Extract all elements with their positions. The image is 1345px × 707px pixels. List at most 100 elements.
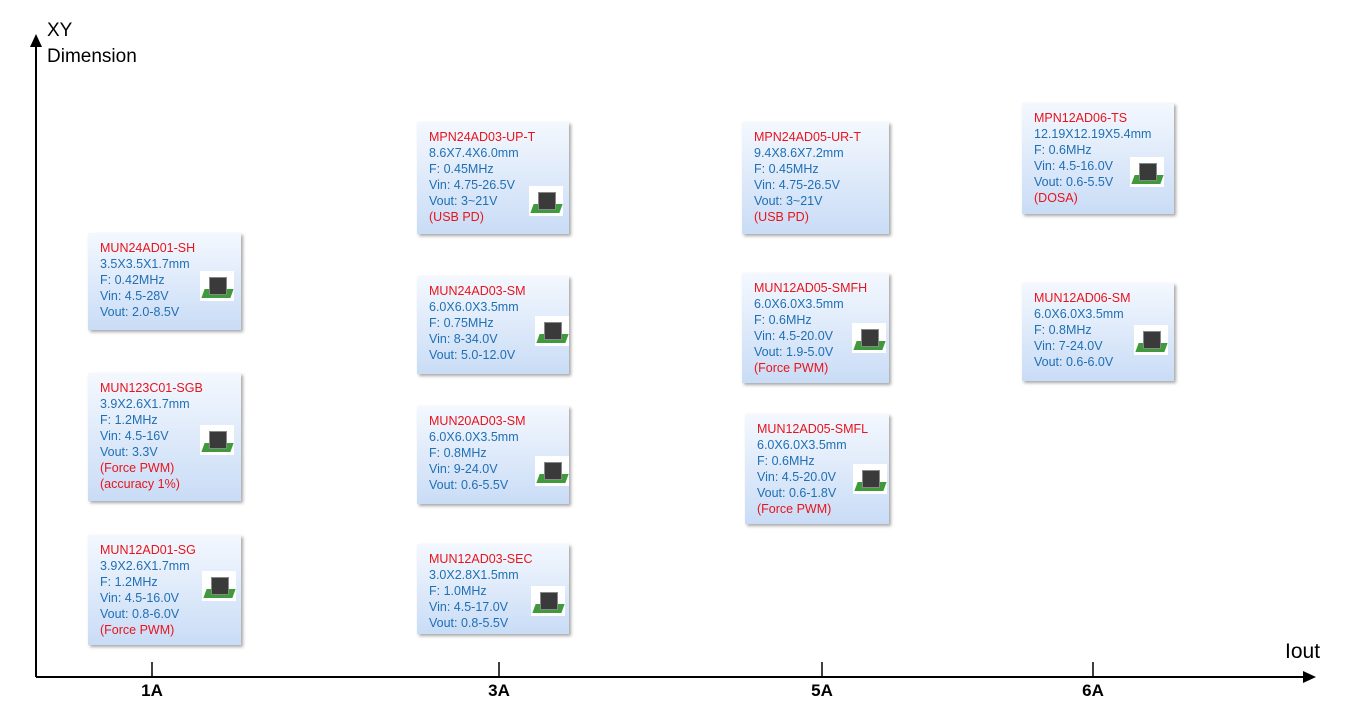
note-line: (Force PWM) bbox=[100, 461, 175, 475]
spec-line: F: 0.6MHz bbox=[1034, 143, 1092, 157]
note-line: (USB PD) bbox=[429, 210, 484, 224]
chip-body bbox=[538, 192, 556, 210]
product-card: MUN12AD03-SEC 3.0X2.8X1.5mm F: 1.0MHz Vin: … bbox=[417, 544, 569, 634]
chip-icon bbox=[531, 586, 565, 616]
product-name: MUN24AD03-SM bbox=[429, 284, 526, 298]
spec-line: Vin: 7-24.0V bbox=[1034, 339, 1103, 353]
chip-icon bbox=[1134, 325, 1168, 355]
product-name: MUN12AD06-SM bbox=[1034, 291, 1131, 305]
chip-icon bbox=[529, 186, 563, 216]
product-card: MUN12AD05-SMFH 6.0X6.0X3.5mm F: 0.6MHz Vin:… bbox=[742, 273, 889, 383]
spec-line: Vout: 1.9-5.0V bbox=[754, 345, 834, 359]
spec-line: 3.0X2.8X1.5mm bbox=[429, 568, 519, 582]
chip-icon bbox=[200, 271, 234, 301]
product-card: MUN20AD03-SM 6.0X6.0X3.5mm F: 0.8MHz Vin: 9… bbox=[417, 406, 569, 504]
spec-line: Vout: 2.0-8.5V bbox=[100, 305, 180, 319]
spec-line: Vout: 0.8-5.5V bbox=[429, 616, 509, 630]
chip-icon bbox=[852, 323, 886, 353]
spec-line: 3.9X2.6X1.7mm bbox=[100, 397, 190, 411]
spec-line: Vout: 3~21V bbox=[754, 194, 823, 208]
spec-line: 6.0X6.0X3.5mm bbox=[429, 430, 519, 444]
product-name: MUN12AD03-SEC bbox=[429, 552, 533, 566]
spec-line: Vin: 9-24.0V bbox=[429, 462, 498, 476]
x-tick-label: 3A bbox=[488, 681, 510, 700]
chip-body bbox=[209, 277, 227, 295]
spec-line: 6.0X6.0X3.5mm bbox=[1034, 307, 1124, 321]
spec-line: Vin: 4.5-20.0V bbox=[754, 329, 833, 343]
chip-icon bbox=[200, 425, 234, 455]
note-line: (USB PD) bbox=[754, 210, 809, 224]
spec-line: Vin: 4.5-16.0V bbox=[100, 591, 179, 605]
spec-line: 6.0X6.0X3.5mm bbox=[754, 297, 844, 311]
product-card: MPN24AD03-UP-T 8.6X7.4X6.0mm F: 0.45MHz Vin… bbox=[417, 122, 569, 234]
spec-line: F: 1.2MHz bbox=[100, 413, 158, 427]
product-name: MPN24AD03-UP-T bbox=[429, 130, 536, 144]
chip-body bbox=[1143, 331, 1161, 349]
spec-line: F: 0.45MHz bbox=[754, 162, 819, 176]
spec-line: Vout: 0.6-5.5V bbox=[1034, 175, 1114, 189]
spec-line: F: 0.6MHz bbox=[757, 454, 815, 468]
x-tick-label: 1A bbox=[141, 681, 163, 700]
spec-line: 6.0X6.0X3.5mm bbox=[757, 438, 847, 452]
product-name: MUN12AD05-SMFL bbox=[757, 422, 869, 436]
note-line: (Force PWM) bbox=[754, 361, 829, 375]
spec-line: 3.5X3.5X1.7mm bbox=[100, 257, 190, 271]
chip-body bbox=[211, 577, 229, 595]
spec-line: 12.19X12.19X5.4mm bbox=[1034, 127, 1152, 141]
x-tick-label: 6A bbox=[1082, 681, 1104, 700]
chip-icon bbox=[1130, 157, 1164, 187]
chip-icon bbox=[202, 571, 236, 601]
product-name: MUN123C01-SGB bbox=[100, 381, 203, 395]
note-line: (Force PWM) bbox=[100, 623, 175, 637]
spec-line: F: 0.8MHz bbox=[429, 446, 487, 460]
chip-icon bbox=[853, 464, 887, 494]
spec-line: Vin: 4.5-16V bbox=[100, 429, 169, 443]
product-card: MUN24AD01-SH 3.5X3.5X1.7mm F: 0.42MHz Vin: … bbox=[88, 233, 241, 330]
x-label: Iout bbox=[1285, 640, 1321, 663]
spec-line: Vin: 4.5-28V bbox=[100, 289, 169, 303]
product-name: MUN24AD01-SH bbox=[100, 241, 196, 255]
y-arrow bbox=[30, 34, 42, 47]
spec-line: Vin: 4.5-17.0V bbox=[429, 600, 508, 614]
x-arrow bbox=[1303, 671, 1316, 683]
spec-line: F: 0.6MHz bbox=[754, 313, 812, 327]
chip-body bbox=[861, 329, 879, 347]
product-card: MUN123C01-SGB 3.9X2.6X1.7mm F: 1.2MHz Vin: … bbox=[88, 373, 241, 501]
note-line: (accuracy 1%) bbox=[100, 477, 180, 491]
spec-line: 9.4X8.6X7.2mm bbox=[754, 146, 844, 160]
spec-line: 6.0X6.0X3.5mm bbox=[429, 300, 519, 314]
spec-line: Vout: 5.0-12.0V bbox=[429, 348, 516, 362]
spec-line: 3.9X2.6X1.7mm bbox=[100, 559, 190, 573]
chip-icon bbox=[535, 316, 569, 346]
spec-line: F: 0.42MHz bbox=[100, 273, 165, 287]
product-card: MUN24AD03-SM 6.0X6.0X3.5mm F: 0.75MHz Vin: … bbox=[417, 276, 569, 374]
product-name: MUN12AD05-SMFH bbox=[754, 281, 868, 295]
y-label: Dimension bbox=[47, 46, 137, 67]
y-label: XY bbox=[47, 20, 73, 41]
product-name: MPN12AD06-TS bbox=[1034, 111, 1128, 125]
x-tick-label: 5A bbox=[811, 681, 833, 700]
spec-line: Vout: 3~21V bbox=[429, 194, 498, 208]
spec-line: Vout: 0.6-1.8V bbox=[757, 486, 837, 500]
spec-line: Vout: 0.8-6.0V bbox=[100, 607, 180, 621]
spec-line: Vin: 4.5-16.0V bbox=[1034, 159, 1113, 173]
spec-line: Vout: 0.6-6.0V bbox=[1034, 355, 1114, 369]
product-card: MUN12AD01-SG 3.9X2.6X1.7mm F: 1.2MHz Vin: 4… bbox=[88, 535, 241, 645]
spec-line: Vout: 0.6-5.5V bbox=[429, 478, 509, 492]
chip-body bbox=[862, 470, 880, 488]
spec-line: F: 1.2MHz bbox=[100, 575, 158, 589]
product-card: MPN12AD06-TS 12.19X12.19X5.4mm F: 0.6MHz Vi… bbox=[1022, 103, 1174, 214]
chip-body bbox=[1139, 163, 1157, 181]
product-name: MUN12AD01-SG bbox=[100, 543, 196, 557]
spec-line: F: 0.75MHz bbox=[429, 316, 494, 330]
spec-line: Vin: 8-34.0V bbox=[429, 332, 498, 346]
chip-body bbox=[540, 592, 558, 610]
spec-line: 8.6X7.4X6.0mm bbox=[429, 146, 519, 160]
note-line: (Force PWM) bbox=[757, 502, 832, 516]
product-name: MPN24AD05-UR-T bbox=[754, 130, 861, 144]
spec-line: Vin: 4.5-20.0V bbox=[757, 470, 836, 484]
chip-icon bbox=[535, 456, 569, 486]
chip-body bbox=[544, 462, 562, 480]
spec-line: F: 0.45MHz bbox=[429, 162, 494, 176]
